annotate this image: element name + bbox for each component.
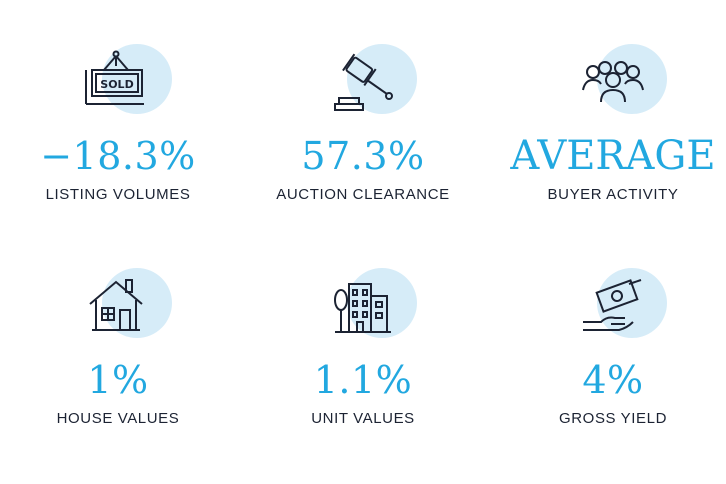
stat-label: HOUSE VALUES: [56, 410, 180, 427]
sold-sign-icon: SOLD: [58, 44, 178, 120]
money-hand-icon: [553, 268, 673, 344]
stat-buyer-activity: AVERAGE BUYER ACTIVITY: [493, 44, 726, 203]
house-icon: [58, 268, 178, 344]
stat-value: AVERAGE: [510, 133, 716, 179]
stat-label: UNIT VALUES: [311, 410, 415, 427]
auction-gavel-icon: [303, 44, 423, 120]
people-group-icon: [553, 44, 673, 120]
stat-value: −18.3%: [40, 134, 196, 178]
stat-label: LISTING VOLUMES: [45, 186, 191, 203]
stat-value: 4%: [582, 358, 644, 402]
stat-value: 1.1%: [313, 358, 413, 402]
svg-text:SOLD: SOLD: [100, 78, 133, 91]
apartment-building-icon: [303, 268, 423, 344]
stat-value: 1%: [87, 358, 149, 402]
stat-house-values: 1% HOUSE VALUES: [0, 268, 238, 427]
stat-gross-yield: 4% GROSS YIELD: [493, 268, 726, 427]
stat-value: 57.3%: [301, 134, 425, 178]
stat-label: BUYER ACTIVITY: [547, 186, 679, 203]
stat-listing-volumes: SOLD −18.3% LISTING VOLUMES: [0, 44, 238, 203]
stat-auction-clearance: 57.3% AUCTION CLEARANCE: [243, 44, 483, 203]
stat-label: AUCTION CLEARANCE: [276, 186, 450, 203]
stat-label: GROSS YIELD: [558, 410, 668, 427]
stat-unit-values: 1.1% UNIT VALUES: [243, 268, 483, 427]
